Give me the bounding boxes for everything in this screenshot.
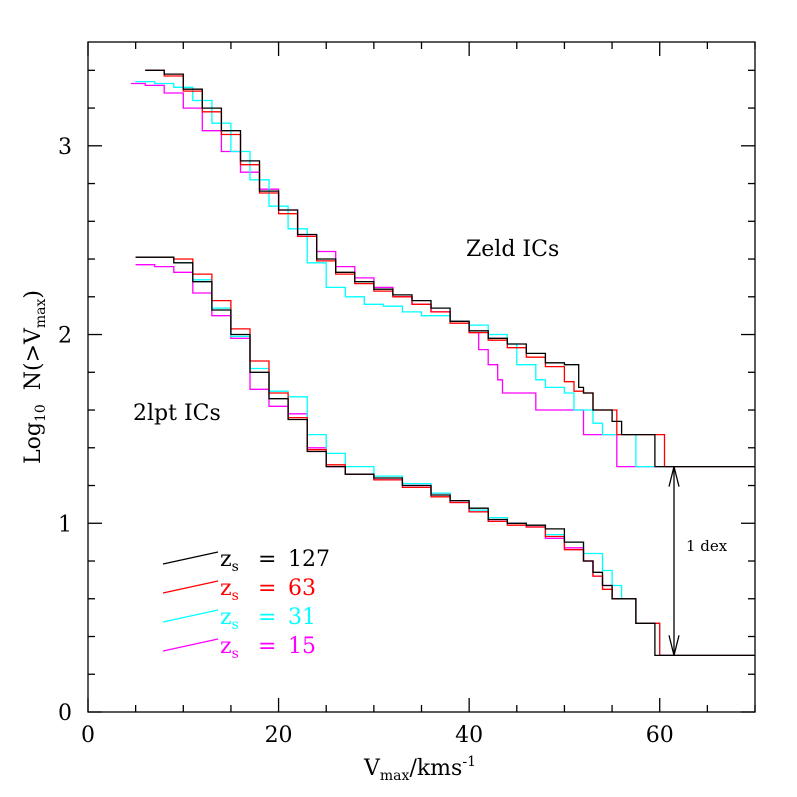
legend-swatch-127	[162, 551, 219, 565]
y-tick-label: 0	[58, 701, 72, 726]
x-tick-label: 20	[265, 723, 293, 748]
dex-arrow-head-bottom	[668, 635, 680, 656]
series-15-zeld-line	[130, 82, 755, 468]
series-31-lpt-line	[135, 256, 755, 657]
legend-label-63: zs = 63	[220, 576, 316, 604]
x-tick-labels: 0 20 40 60	[81, 723, 674, 748]
y-tick-label: 2	[58, 324, 72, 349]
x-tick-label: 0	[81, 723, 95, 748]
legend-swatch-31	[162, 609, 219, 623]
dex-label: 1 dex	[686, 537, 728, 555]
dex-arrow-head-top	[668, 466, 680, 487]
2lpt-ics-label: 2lpt ICs	[133, 401, 221, 426]
y-tick-label: 1	[58, 512, 72, 537]
axis-ticks	[87, 42, 756, 713]
zeld-ics-label: Zeld ICs	[466, 237, 559, 262]
legend-label-31: zs = 31	[220, 605, 316, 633]
y-tick-labels: 0 1 2 3	[58, 135, 72, 726]
y-axis-label: Log10 N(>Vmax)	[21, 290, 49, 464]
legend-swatch-63	[162, 580, 219, 594]
series-127-lpt-line	[135, 256, 755, 657]
series-31-zeld-line	[135, 80, 755, 468]
x-tick-label: 40	[455, 723, 483, 748]
legend-label-127: zs = 127	[220, 547, 330, 575]
legend-label-15: zs = 15	[220, 634, 316, 662]
y-tick-label: 3	[58, 135, 72, 160]
legend-swatch-15	[162, 638, 219, 652]
dex-arrow	[668, 466, 680, 656]
data-curves	[130, 69, 755, 657]
series-127-zeld-line	[145, 69, 755, 468]
plot-frame	[87, 41, 756, 713]
x-tick-label: 60	[646, 723, 674, 748]
x-axis-label: Vmax/kms-1	[363, 754, 476, 784]
series-63-zeld-line	[145, 69, 755, 468]
